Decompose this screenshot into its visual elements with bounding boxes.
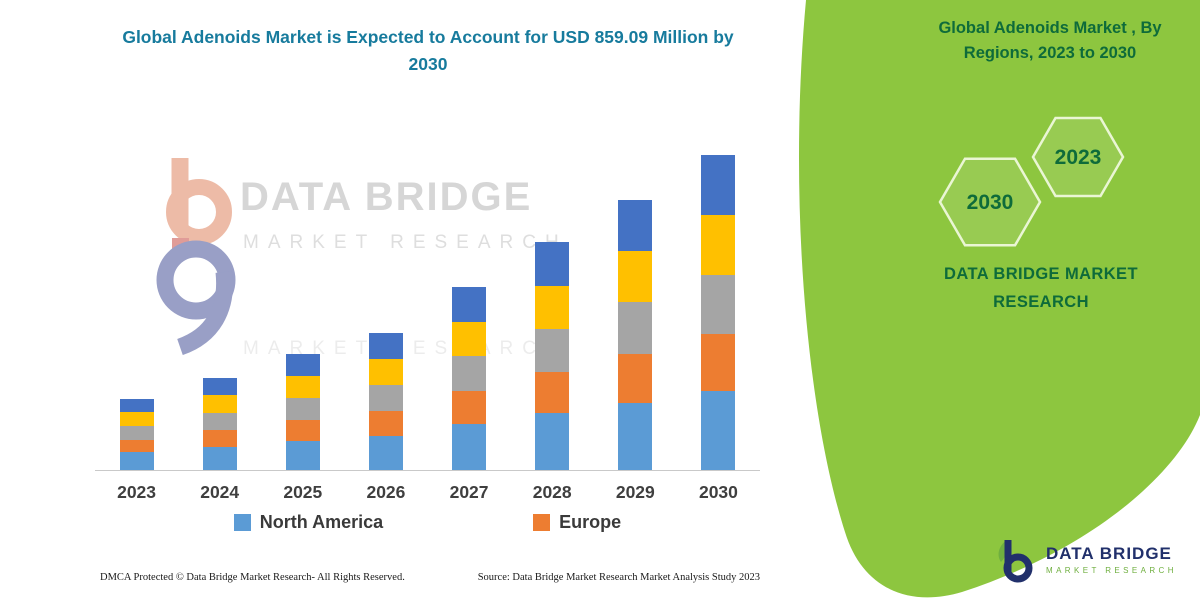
bar-segment [285, 353, 320, 377]
bar-segment [452, 356, 487, 392]
chart-title: Global Adenoids Market is Expected to Ac… [122, 27, 734, 75]
data-bridge-logo-icon [998, 540, 1033, 583]
hexagon-2030-label: 2030 [967, 191, 1014, 214]
brand-line1: DATA BRIDGE MARKET [944, 265, 1138, 283]
bar-segment [202, 430, 237, 447]
bar-segment [368, 332, 403, 360]
legend-label: North America [259, 512, 384, 532]
bar-segment [119, 439, 154, 453]
legend-label: Europe [559, 512, 622, 532]
x-axis-label-2026: 2026 [366, 482, 406, 502]
bar-segment [535, 372, 570, 414]
bar-segment [285, 398, 320, 421]
bar-segment [535, 242, 570, 286]
bar-segment [618, 199, 653, 252]
legend: North America Europe [95, 512, 760, 533]
bar-column-2029 [594, 140, 677, 470]
bar-segment [368, 385, 403, 412]
bar-column-2030 [677, 140, 760, 470]
stacked-bar-2030 [701, 155, 736, 470]
right-panel-brand: DATA BRIDGE MARKET RESEARCH [905, 260, 1177, 316]
watermark-text-line2: MARKET RESEARCH [243, 232, 568, 253]
bar-segment [285, 420, 320, 441]
bar-column-2028 [511, 140, 594, 470]
source-text: Source: Data Bridge Market Research Mark… [477, 572, 760, 583]
bar-segment [202, 377, 237, 396]
bar-segment [701, 274, 736, 335]
bar-segment [535, 328, 570, 373]
bar-segment [119, 426, 154, 440]
bar-segment [452, 391, 487, 425]
bar-segment [452, 287, 487, 322]
stacked-bar-2029 [618, 199, 653, 470]
footer: DMCA Protected © Data Bridge Market Rese… [100, 572, 760, 583]
x-axis-label-2029: 2029 [615, 482, 655, 502]
x-axis-labels: 2023 2024 2025 2026 2027 2028 2029 2030 [95, 471, 760, 503]
bar-segment [368, 411, 403, 436]
stacked-bar-2024 [202, 377, 237, 470]
bar-segment [618, 302, 653, 354]
bar-segment [202, 412, 237, 431]
bar-segment [202, 446, 237, 470]
legend-item-europe: Europe [533, 512, 621, 533]
dmca-text: DMCA Protected © Data Bridge Market Rese… [100, 572, 405, 583]
hexagon-2023-label: 2023 [1055, 146, 1102, 169]
hexagon-2030-outline [938, 157, 1042, 247]
bar-segment [618, 353, 653, 403]
bar-segment [701, 155, 736, 215]
bar-column-2026 [344, 140, 427, 470]
bars-container [95, 140, 760, 471]
x-axis-label-2023: 2023 [117, 482, 157, 502]
x-axis-label-2024: 2024 [200, 482, 240, 502]
x-axis-label-2030: 2030 [698, 482, 738, 502]
bar-segment [368, 359, 403, 386]
stacked-bar-2026 [368, 332, 403, 470]
bar-segment [701, 214, 736, 275]
bar-column-2023 [95, 140, 178, 470]
x-axis-label-2028: 2028 [532, 482, 572, 502]
hexagon-years-graphic: 2030 2023 [938, 116, 1125, 247]
bar-segment [452, 321, 487, 357]
bar-segment [119, 398, 154, 413]
stacked-bar-2027 [452, 287, 487, 470]
stacked-bar-2028 [535, 242, 570, 470]
bar-segment [701, 334, 736, 392]
watermark-text-line1: DATA BRIDGE [240, 175, 533, 219]
brand-line2: RESEARCH [993, 293, 1089, 312]
bar-segment [285, 441, 320, 470]
bar-segment [535, 285, 570, 329]
plot-area: 2023 2024 2025 2026 2027 2028 2029 2030 [95, 140, 760, 503]
bar-segment [701, 391, 736, 470]
data-bridge-logo: DATA BRIDGE MARKET RESEARCH [992, 536, 1177, 584]
hexagon-2023-outline [1031, 116, 1125, 198]
stacked-bar-2023 [119, 398, 154, 470]
bar-column-2027 [428, 140, 511, 470]
watermark-logo-icon [156, 158, 236, 355]
legend-swatch [533, 514, 551, 531]
bar-segment [618, 251, 653, 303]
bar-segment [368, 435, 403, 470]
right-panel-title: Global Adenoids Market , By Regions, 202… [938, 19, 1162, 62]
bar-segment [285, 376, 320, 399]
logo-name-text: DATA BRIDGE [1046, 543, 1172, 563]
bar-segment [535, 413, 570, 470]
bar-segment [119, 412, 154, 427]
bar-segment [119, 452, 154, 470]
logo-sub-text: MARKET RESEARCH [1046, 566, 1177, 576]
bar-segment [202, 395, 237, 413]
bar-segment [452, 424, 487, 470]
legend-swatch [233, 514, 251, 531]
legend-item-north-america: North America [233, 512, 384, 533]
x-axis-label-2027: 2027 [449, 482, 489, 502]
stacked-bar-2025 [285, 353, 320, 470]
bar-segment [618, 402, 653, 470]
bar-column-2025 [261, 140, 344, 470]
bar-column-2024 [178, 140, 261, 470]
x-axis-label-2025: 2025 [283, 482, 323, 502]
